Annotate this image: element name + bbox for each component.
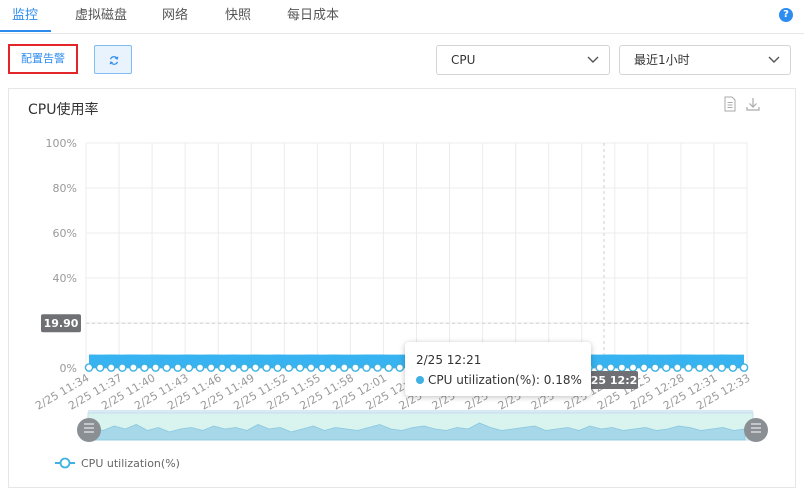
legend-marker-icon <box>61 459 70 468</box>
data-point <box>163 364 170 371</box>
data-point <box>285 364 292 371</box>
data-point <box>330 364 337 371</box>
data-point <box>130 364 137 371</box>
y-tick-label: 0% <box>60 362 77 375</box>
data-point <box>196 364 203 371</box>
data-point <box>729 364 736 371</box>
data-point <box>696 364 703 371</box>
data-point <box>97 364 104 371</box>
data-point <box>385 364 392 371</box>
data-point <box>596 364 603 371</box>
data-point <box>740 364 747 371</box>
data-point <box>618 364 625 371</box>
data-point <box>241 364 248 371</box>
y-tick-label: 40% <box>53 272 77 285</box>
data-point <box>263 364 270 371</box>
data-point <box>174 364 181 371</box>
legend-label: CPU utilization(%) <box>81 457 180 470</box>
data-point <box>319 364 326 371</box>
data-point <box>341 364 348 371</box>
zoom-handle-right <box>744 418 768 442</box>
data-point <box>108 364 115 371</box>
data-point <box>674 364 681 371</box>
data-point <box>663 364 670 371</box>
series-dot-icon <box>416 376 424 384</box>
data-point <box>685 364 692 371</box>
data-point <box>707 364 714 371</box>
y-tick-label: 100% <box>46 137 77 150</box>
data-point <box>152 364 159 371</box>
data-point <box>396 364 403 371</box>
data-point <box>219 364 226 371</box>
tooltip-time: 2/25 12:21 <box>416 353 481 367</box>
data-point <box>607 364 614 371</box>
chart-tooltip: 2/25 12:21 CPU utilization(%): 0.18% <box>405 342 591 396</box>
data-point <box>230 364 237 371</box>
y-tick-label: 80% <box>53 182 77 195</box>
data-point <box>640 364 647 371</box>
data-point <box>307 364 314 371</box>
data-point <box>252 364 259 371</box>
data-point <box>296 364 303 371</box>
data-point <box>374 364 381 371</box>
data-point <box>85 364 92 371</box>
data-point <box>141 364 148 371</box>
data-point <box>185 364 192 371</box>
data-point <box>119 364 126 371</box>
data-point <box>718 364 725 371</box>
data-point <box>208 364 215 371</box>
crosshair-y-label: 19.90 <box>44 317 79 330</box>
data-point <box>629 364 636 371</box>
data-point <box>652 364 659 371</box>
y-tick-label: 60% <box>53 227 77 240</box>
tooltip-value-row: CPU utilization(%): 0.18% <box>416 373 582 387</box>
data-point <box>352 364 359 371</box>
data-point <box>274 364 281 371</box>
zoom-handle-left <box>77 418 101 442</box>
tooltip-value: CPU utilization(%): 0.18% <box>428 373 582 387</box>
data-point <box>363 364 370 371</box>
